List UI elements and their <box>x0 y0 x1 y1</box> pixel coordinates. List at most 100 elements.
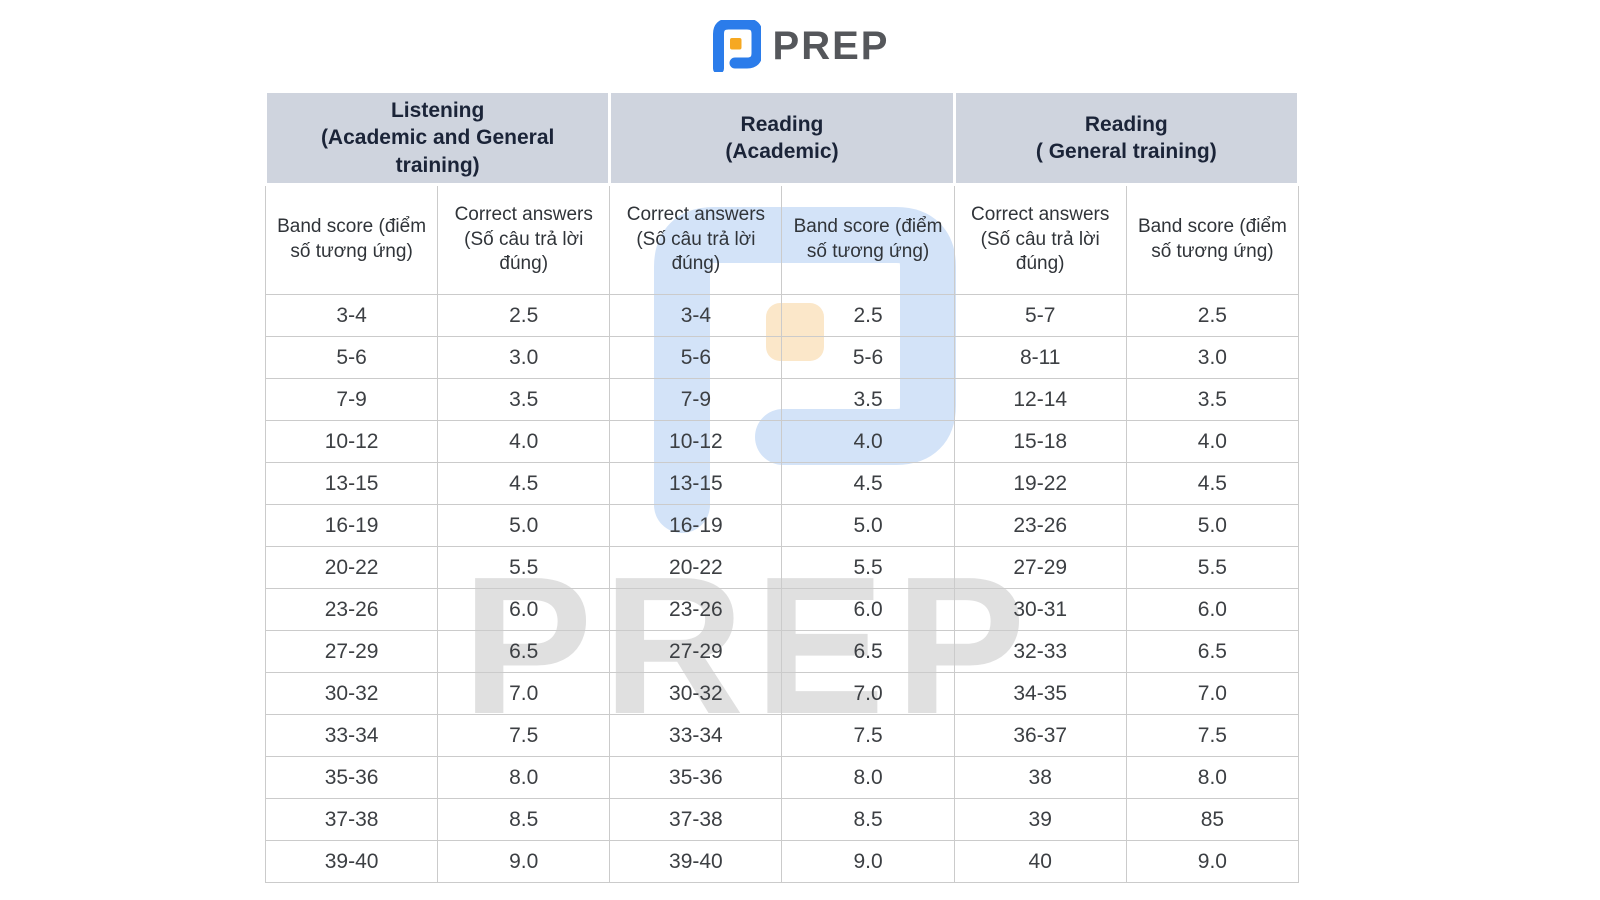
table-row: 10-12 4.0 10-12 4.0 15-18 4.0 <box>264 420 1300 463</box>
group-title: Reading <box>740 112 824 136</box>
band-score-cell: 6.5 <box>1125 630 1300 673</box>
table-row: 23-26 6.0 23-26 6.0 30-31 6.0 <box>264 588 1300 631</box>
band-score-cell: 37-38 <box>264 798 439 841</box>
band-score-cell: 3.5 <box>781 378 955 421</box>
subheader-correct-answers: Correct answers (Số câu trả lời đúng) <box>953 184 1127 295</box>
correct-answers-cell: 5-6 <box>609 336 783 379</box>
band-score-cell: 35-36 <box>264 756 439 799</box>
band-score-cell: 3.0 <box>1125 336 1300 379</box>
correct-answers-cell: 7.0 <box>437 672 611 715</box>
correct-answers-cell: 30-32 <box>609 672 783 715</box>
table-row: 3-4 2.5 3-4 2.5 5-7 2.5 <box>264 294 1300 337</box>
band-score-cell: 13-15 <box>264 462 439 505</box>
band-score-cell: 7.0 <box>1125 672 1300 715</box>
band-score-cell: 4.5 <box>1125 462 1300 505</box>
band-score-cell: 23-26 <box>264 588 439 631</box>
band-score-cell: 3-4 <box>264 294 439 337</box>
band-score-cell: 8.0 <box>1125 756 1300 799</box>
group-header-listening: Listening (Academic and General training… <box>263 90 612 186</box>
band-score-cell: 2.5 <box>781 294 955 337</box>
correct-answers-cell: 37-38 <box>609 798 783 841</box>
subheader-correct-answers: Correct answers (Số câu trả lời đúng) <box>437 184 611 295</box>
band-score-cell: 30-32 <box>264 672 439 715</box>
band-score-cell: 6.0 <box>1125 588 1300 631</box>
correct-answers-cell: 39 <box>953 798 1127 841</box>
correct-answers-cell: 27-29 <box>609 630 783 673</box>
correct-answers-cell: 2.5 <box>437 294 611 337</box>
band-score-cell: 10-12 <box>264 420 439 463</box>
table-row: 35-36 8.0 35-36 8.0 38 8.0 <box>264 756 1300 799</box>
correct-answers-cell: 6.0 <box>437 588 611 631</box>
prep-logo-text: PREP <box>772 24 890 68</box>
correct-answers-cell: 20-22 <box>609 546 783 589</box>
correct-answers-cell: 27-29 <box>953 546 1127 589</box>
table-row: 5-6 3.0 5-6 5-6 8-11 3.0 <box>264 336 1300 379</box>
band-score-cell: 7.5 <box>781 714 955 757</box>
band-score-cell: 33-34 <box>264 714 439 757</box>
table-row: 39-40 9.0 39-40 9.0 40 9.0 <box>264 840 1300 883</box>
correct-answers-cell: 5.5 <box>437 546 611 589</box>
table-row: 30-32 7.0 30-32 7.0 34-35 7.0 <box>264 672 1300 715</box>
band-score-cell: 4.0 <box>1125 420 1300 463</box>
band-score-cell: 5-6 <box>264 336 439 379</box>
correct-answers-cell: 7.5 <box>437 714 611 757</box>
band-score-cell: 5.0 <box>781 504 955 547</box>
band-score-cell: 8.5 <box>781 798 955 841</box>
band-score-cell: 3.5 <box>1125 378 1300 421</box>
band-score-cell: 5.0 <box>1125 504 1300 547</box>
band-score-cell: 9.0 <box>1125 840 1300 883</box>
correct-answers-cell: 23-26 <box>609 588 783 631</box>
group-subtitle: (Academic and General <box>320 126 555 150</box>
band-score-cell: 7.5 <box>1125 714 1300 757</box>
correct-answers-cell: 39-40 <box>609 840 783 883</box>
correct-answers-cell: 33-34 <box>609 714 783 757</box>
correct-answers-cell: 23-26 <box>953 504 1127 547</box>
correct-answers-cell: 35-36 <box>609 756 783 799</box>
correct-answers-cell: 9.0 <box>437 840 611 883</box>
correct-answers-cell: 15-18 <box>953 420 1127 463</box>
correct-answers-cell: 19-22 <box>953 462 1127 505</box>
group-subtitle: training) <box>395 153 480 177</box>
band-score-cell: 85 <box>1125 798 1300 841</box>
correct-answers-cell: 16-19 <box>609 504 783 547</box>
group-header-row: Listening (Academic and General training… <box>263 90 1301 186</box>
band-score-cell: 27-29 <box>264 630 439 673</box>
subheader-band-score: Band score (điểm số tương ứng) <box>1125 184 1300 295</box>
table-row: 16-19 5.0 16-19 5.0 23-26 5.0 <box>264 504 1300 547</box>
band-score-cell: 8.0 <box>781 756 955 799</box>
correct-answers-cell: 38 <box>953 756 1127 799</box>
sub-header-row: Band score (điểm số tương ứng) Correct a… <box>264 184 1300 295</box>
band-score-cell: 6.0 <box>781 588 955 631</box>
band-score-cell: 6.5 <box>781 630 955 673</box>
group-subtitle: ( General training) <box>1035 140 1217 163</box>
table-row: 20-22 5.5 20-22 5.5 27-29 5.5 <box>264 546 1300 589</box>
correct-answers-cell: 8-11 <box>953 336 1127 379</box>
band-score-cell: 5.5 <box>781 546 955 589</box>
group-header-reading-academic: Reading (Academic) <box>608 90 956 186</box>
band-score-cell: 7.0 <box>781 672 955 715</box>
header-logo: PREP <box>0 20 1600 72</box>
band-score-cell: 2.5 <box>1125 294 1300 337</box>
table-row: 7-9 3.5 7-9 3.5 12-14 3.5 <box>264 378 1300 421</box>
table-body: 3-4 2.5 3-4 2.5 5-7 2.5 5-6 3.0 5-6 5-6 8-11 3.0 7-9… <box>264 294 1300 883</box>
correct-answers-cell: 36-37 <box>953 714 1127 757</box>
table-row: 27-29 6.5 27-29 6.5 32-33 6.5 <box>264 630 1300 673</box>
correct-answers-cell: 32-33 <box>953 630 1127 673</box>
correct-answers-cell: 12-14 <box>953 378 1127 421</box>
score-conversion-table: Listening (Academic and General training… <box>263 90 1301 883</box>
band-score-cell: 9.0 <box>781 840 955 883</box>
band-score-cell: 5-6 <box>781 336 955 379</box>
correct-answers-cell: 40 <box>953 840 1127 883</box>
correct-answers-cell: 7-9 <box>609 378 783 421</box>
group-title: Reading <box>1084 112 1168 136</box>
table-row: 37-38 8.5 37-38 8.5 39 85 <box>264 798 1300 841</box>
band-score-cell: 5.5 <box>1125 546 1300 589</box>
subheader-correct-answers: Correct answers (Số câu trả lời đúng) <box>609 184 783 295</box>
group-subtitle: (Academic) <box>725 140 839 163</box>
prep-logo-icon <box>712 20 761 72</box>
table-row: 13-15 4.5 13-15 4.5 19-22 4.5 <box>264 462 1300 505</box>
band-score-cell: 20-22 <box>264 546 439 589</box>
correct-answers-cell: 6.5 <box>437 630 611 673</box>
correct-answers-cell: 3.5 <box>437 378 611 421</box>
correct-answers-cell: 8.5 <box>437 798 611 841</box>
